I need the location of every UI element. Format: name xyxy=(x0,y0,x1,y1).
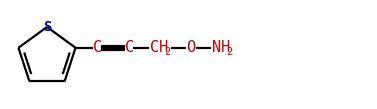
Text: CH: CH xyxy=(150,40,168,55)
Text: 2: 2 xyxy=(227,47,233,57)
Text: S: S xyxy=(43,20,51,34)
Text: C: C xyxy=(92,40,102,55)
Text: 2: 2 xyxy=(164,47,171,57)
Text: C: C xyxy=(124,40,134,55)
Text: NH: NH xyxy=(211,40,230,55)
Text: O: O xyxy=(187,40,196,55)
